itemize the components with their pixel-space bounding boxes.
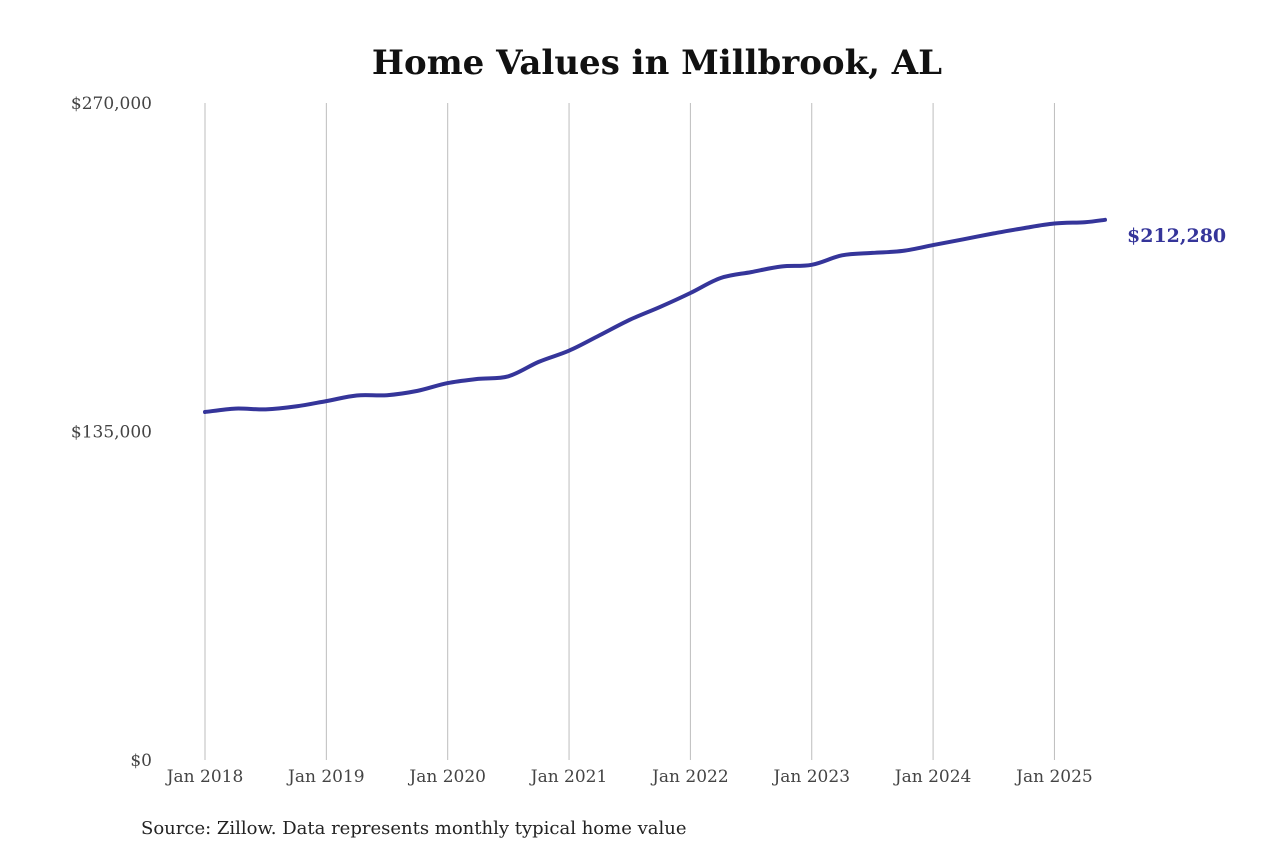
x-tick-label: Jan 2019: [286, 767, 365, 787]
y-tick-label: $135,000: [71, 423, 152, 443]
x-tick-label: Jan 2022: [650, 767, 729, 787]
x-tick-label: Jan 2024: [893, 767, 972, 787]
y-axis: $0 $135,000 $270,000: [71, 94, 152, 771]
y-tick-label: $270,000: [71, 94, 152, 114]
y-tick-label: $0: [130, 751, 152, 771]
series-line: [203, 217, 1107, 414]
x-tick-label: Jan 2021: [529, 767, 608, 787]
gridlines: [204, 103, 1055, 760]
last-value-label: $212,280: [1127, 225, 1226, 247]
source-note: Source: Zillow. Data represents monthly …: [141, 818, 687, 839]
x-tick-label: Jan 2025: [1014, 767, 1093, 787]
series-layer: [203, 217, 1107, 414]
x-tick-label: Jan 2020: [407, 767, 486, 787]
x-tick-label: Jan 2018: [165, 767, 244, 787]
x-axis: Jan 2018 Jan 2019 Jan 2020 Jan 2021 Jan 2022…: [165, 767, 1093, 787]
chart-title: Home Values in Millbrook, AL: [372, 43, 942, 83]
x-tick-label: Jan 2023: [771, 767, 850, 787]
